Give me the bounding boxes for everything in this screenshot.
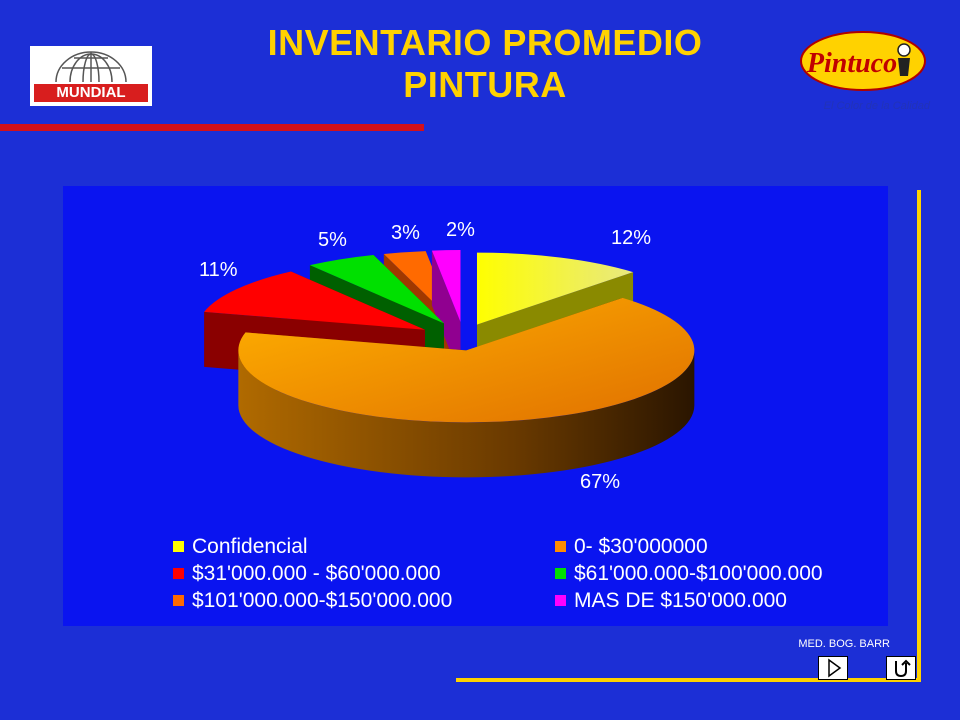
legend-swatch (555, 595, 566, 606)
title-underline (0, 124, 424, 131)
title-line-1: INVENTARIO PROMEDIO (267, 22, 703, 63)
pie-slice-0 (476, 252, 634, 325)
legend-entry: $101'000.000-$150'000.000 (173, 590, 452, 612)
pie-slice-1 (238, 297, 695, 423)
mascot-icon (897, 43, 911, 57)
legend-label: 0- $30'000000 (574, 535, 708, 558)
pie-chart: 12% 67% 11% 5% 3% 2% (199, 219, 695, 493)
mundial-wordmark: MUNDIAL (34, 84, 148, 102)
u-turn-icon (895, 659, 911, 678)
page-title: INVENTARIO PROMEDIO PINTURA (240, 22, 730, 106)
pie-slice-5 (431, 250, 461, 323)
legend-entry: MAS DE $150'000.000 (555, 590, 787, 612)
legend-entry: $61'000.000-$100'000.000 (555, 563, 823, 585)
mundial-logo: MUNDIAL (30, 46, 152, 106)
legend-swatch (555, 568, 566, 579)
data-label: 11% (199, 259, 238, 281)
data-label: 12% (611, 227, 651, 249)
legend-swatch (555, 541, 566, 552)
legend-entry: 0- $30'000000 (555, 536, 708, 558)
legend-swatch (173, 541, 184, 552)
next-slide-button[interactable] (818, 656, 848, 680)
frame-line-vertical (917, 190, 921, 682)
return-button[interactable] (886, 656, 916, 680)
slice-side (238, 350, 695, 478)
legend-label: $61'000.000-$100'000.000 (574, 562, 823, 585)
pintuco-tagline: El Color de la Calidad (823, 100, 930, 112)
data-label: 3% (391, 222, 420, 244)
legend-swatch (173, 568, 184, 579)
pintuco-logo: Pintuco (800, 31, 926, 91)
legend-label: $31'000.000 - $60'000.000 (192, 562, 441, 585)
data-label: 5% (318, 229, 347, 251)
globe-icon (55, 51, 127, 83)
legend-label: $101'000.000-$150'000.000 (192, 589, 453, 612)
footer-code: MED. BOG. BARR (798, 638, 890, 650)
legend-label: MAS DE $150'000.000 (574, 589, 787, 612)
chart-panel: 12% 67% 11% 5% 3% 2% Confidencial 0- $30'00000… (63, 186, 888, 626)
pie-slice-2 (204, 271, 425, 330)
data-label: 2% (446, 219, 475, 241)
legend-label: Confidencial (192, 535, 308, 558)
play-right-icon (828, 658, 842, 678)
slice-wall (431, 250, 461, 378)
legend-entry: Confidencial (173, 536, 308, 558)
frame-line-horizontal (456, 678, 921, 682)
legend-entry: $31'000.000 - $60'000.000 (173, 563, 441, 585)
pintuco-wordmark: Pintuco (806, 48, 897, 79)
data-label: 67% (580, 471, 620, 493)
pie-slice-3 (309, 254, 444, 324)
legend-swatch (173, 595, 184, 606)
title-line-2: PINTURA (403, 64, 567, 105)
